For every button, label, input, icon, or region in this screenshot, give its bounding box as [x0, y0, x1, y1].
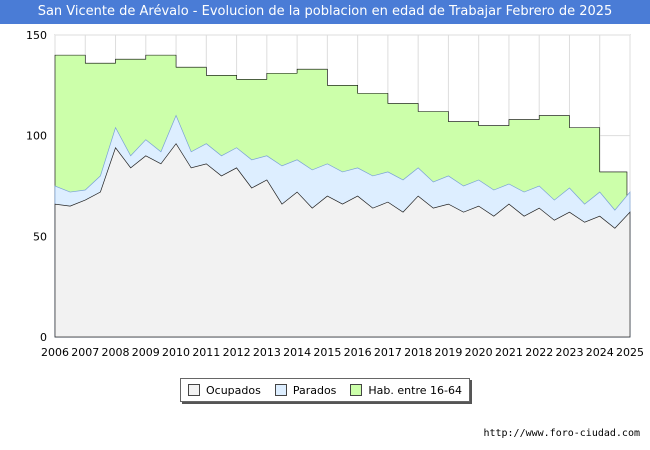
x-tick-label: 2010 — [162, 346, 190, 359]
x-tick-label: 2016 — [344, 346, 372, 359]
x-tick-label: 2006 — [41, 346, 69, 359]
chart-title: San Vicente de Arévalo - Evolucion de la… — [0, 0, 650, 24]
y-tick-label: 150 — [26, 29, 47, 42]
data-areas — [54, 54, 631, 338]
x-tick-label: 2025 — [616, 346, 644, 359]
parados-swatch — [274, 384, 287, 396]
x-axis: 2006 2007 2008 2009 2010 2011 2012 2013 2014 2015… — [41, 346, 644, 359]
source-url: http://www.foro-ciudad.com — [483, 428, 640, 439]
y-axis: 0 50 100 150 — [26, 29, 47, 344]
x-tick-label: 2008 — [102, 346, 130, 359]
x-tick-label: 2012 — [223, 346, 251, 359]
x-tick-label: 2022 — [525, 346, 553, 359]
x-tick-label: 2021 — [495, 346, 523, 359]
hab-swatch — [350, 384, 363, 396]
x-tick-label: 2013 — [253, 346, 281, 359]
ocupados-swatch — [187, 384, 200, 396]
legend-label-ocupados: Ocupados — [205, 383, 261, 397]
legend-item-ocupados: Ocupados — [187, 383, 261, 397]
legend-label-parados: Parados — [292, 383, 337, 397]
x-tick-label: 2011 — [192, 346, 220, 359]
x-tick-label: 2017 — [374, 346, 402, 359]
x-tick-label: 2015 — [313, 346, 341, 359]
legend-item-parados: Parados — [274, 383, 337, 397]
x-tick-label: 2018 — [404, 346, 432, 359]
x-tick-label: 2007 — [71, 346, 99, 359]
x-tick-label: 2024 — [586, 346, 614, 359]
x-tick-label: 2014 — [283, 346, 311, 359]
y-tick-label: 0 — [40, 331, 47, 344]
legend-label-hab: Hab. entre 16-64 — [368, 383, 462, 397]
y-tick-label: 50 — [33, 230, 47, 243]
x-tick-label: 2019 — [434, 346, 462, 359]
x-tick-label: 2020 — [465, 346, 493, 359]
series-ocupados-area — [54, 143, 631, 338]
y-tick-label: 100 — [26, 130, 47, 143]
legend-item-hab: Hab. entre 16-64 — [350, 384, 462, 397]
x-tick-label: 2023 — [555, 346, 583, 359]
legend: Ocupados Parados Hab. entre 16-64 — [180, 378, 470, 402]
x-tick-label: 2009 — [132, 346, 160, 359]
